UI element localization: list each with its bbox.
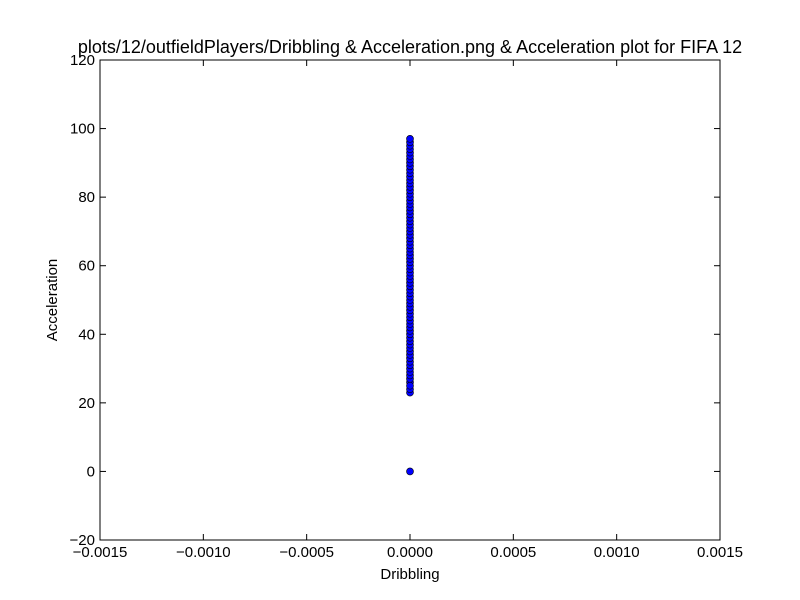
data-point (406, 467, 414, 476)
x-tick-label: 0.0000 (387, 544, 433, 561)
x-tick-label: −0.0015 (73, 544, 128, 561)
x-tick-label: −0.0010 (176, 544, 231, 561)
x-axis: −0.0015 −0.0010 −0.0005 0.0000 0.0005 0.0010 0… (73, 60, 743, 561)
y-axis: −20 0 20 40 60 80 100 120 (70, 52, 720, 549)
y-tick-label: 60 (78, 258, 95, 275)
y-tick-label: −20 (70, 532, 95, 549)
y-tick-label: 80 (78, 189, 95, 206)
y-tick-label: 0 (87, 463, 95, 480)
y-tick-label: 40 (78, 326, 95, 343)
data-points (406, 135, 414, 476)
x-tick-label: −0.0005 (279, 544, 334, 561)
y-tick-label: 120 (70, 52, 95, 69)
data-point (406, 381, 414, 390)
x-tick-label: 0.0005 (490, 544, 536, 561)
y-axis-label: Acceleration (44, 259, 61, 342)
data-point (406, 135, 414, 143)
x-tick-label: 0.0010 (594, 544, 640, 561)
x-tick-label: 0.0015 (697, 544, 743, 561)
chart-title: plots/12/outfieldPlayers/Dribbling & Acc… (78, 37, 742, 57)
x-axis-label: Dribbling (380, 566, 439, 583)
y-tick-label: 100 (70, 121, 95, 138)
y-tick-label: 20 (78, 395, 95, 412)
